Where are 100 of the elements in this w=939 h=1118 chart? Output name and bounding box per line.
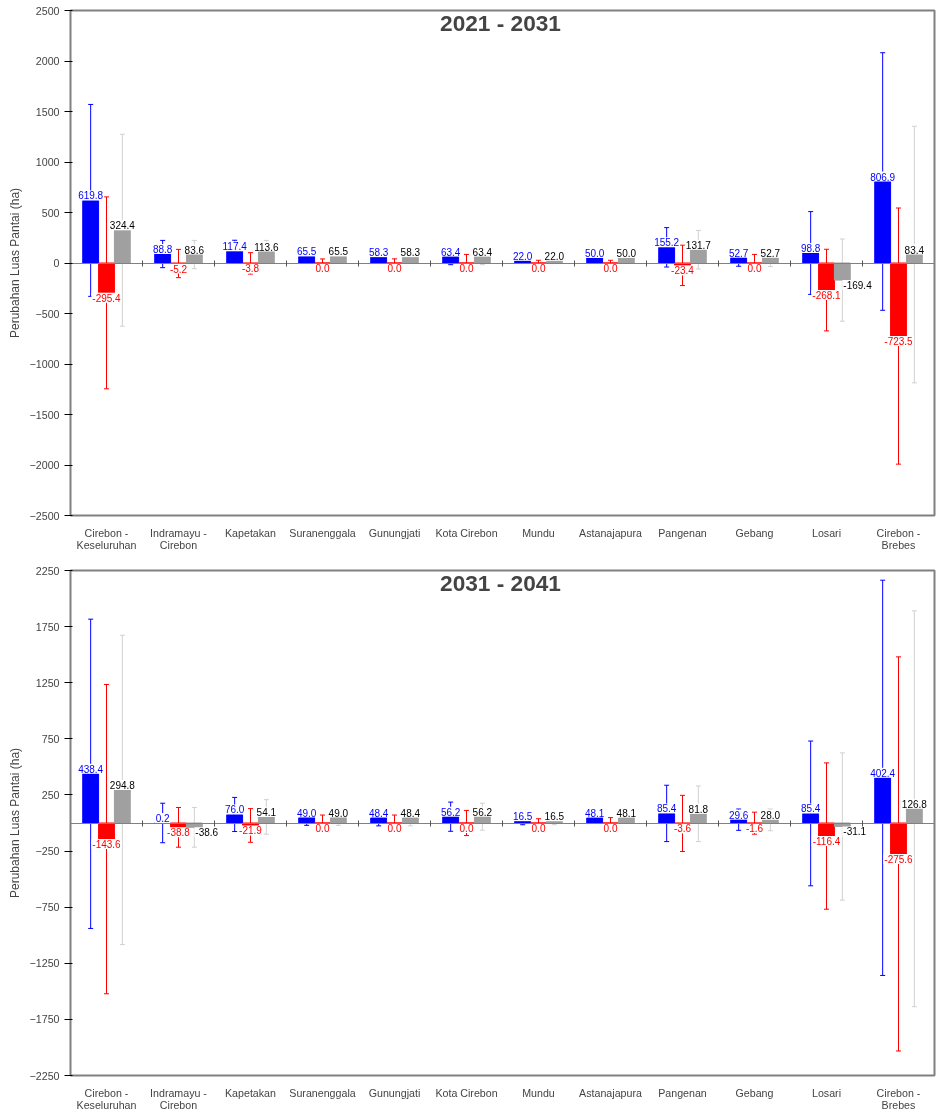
data-label: 0.0 (315, 823, 330, 834)
data-label: 58.3 (368, 247, 389, 259)
y-tick-label: −2000 (29, 459, 60, 471)
x-tick-label: Kota Cirebon (435, 1086, 498, 1099)
y-tick-label: −1250 (29, 957, 60, 970)
data-label: 0.0 (315, 263, 330, 274)
data-label: 0.0 (603, 823, 618, 834)
data-label: 48.1 (616, 807, 637, 819)
data-label: 56.2 (440, 806, 461, 818)
data-label: 324.4 (109, 220, 136, 232)
data-label: 16.5 (512, 811, 533, 823)
data-label: 98.8 (800, 243, 821, 255)
x-tick-label: Pangenan (658, 526, 707, 539)
data-label: -38.6 (195, 827, 219, 839)
chart-title: 2021 - 2031 (440, 9, 561, 36)
y-tick-label: 2000 (35, 55, 60, 67)
y-tick-label: 750 (41, 732, 60, 745)
x-tick-label: Losari (811, 526, 842, 539)
data-label: 52.7 (728, 247, 749, 259)
data-label: 0.0 (747, 263, 762, 274)
x-tick-label: Gebang (735, 526, 774, 539)
data-label: -3.8 (241, 263, 260, 275)
y-tick-label: −500 (35, 307, 60, 320)
y-tick-label: 1750 (35, 620, 60, 633)
data-label: 48.4 (400, 807, 421, 819)
data-label: 81.8 (688, 803, 709, 815)
data-label: 76.0 (224, 804, 245, 816)
data-label: 0.2 (155, 812, 171, 824)
y-tick-label: 250 (41, 788, 60, 801)
data-label: 29.6 (728, 809, 749, 821)
data-label: -116.4 (812, 836, 841, 848)
x-tick-label: Suranenggala (289, 1086, 356, 1099)
data-label: -275.6 (884, 853, 914, 865)
y-tick-label: 1250 (35, 676, 60, 689)
data-label: -23.4 (671, 265, 695, 277)
data-label: 438.4 (78, 763, 104, 775)
y-tick-label: −1000 (29, 358, 60, 370)
data-label: 294.8 (109, 779, 136, 791)
data-label: 0.0 (387, 263, 402, 274)
data-label: 83.4 (904, 244, 925, 256)
data-label: 0.0 (603, 263, 618, 274)
x-tick-label: Losari (811, 1086, 842, 1099)
y-axis-title: Perubahan Luas Pantai (ha) (7, 747, 22, 899)
x-tick-label: Mundu (522, 526, 555, 539)
data-label: -143.6 (92, 839, 122, 851)
data-label: 0.0 (531, 823, 546, 834)
x-tick-label: Cirebon - Brebes (876, 526, 921, 551)
data-label: 65.5 (328, 246, 349, 258)
x-tick-label: Kapetakan (225, 1086, 277, 1099)
x-tick-label: Gunungjati (368, 526, 421, 539)
data-label: 88.8 (152, 244, 173, 256)
data-label: 85.4 (656, 803, 677, 815)
x-tick-label: Astanajapura (579, 1086, 642, 1099)
data-label: 131.7 (685, 239, 712, 251)
y-tick-label: −750 (35, 901, 60, 914)
data-label: -31.1 (843, 826, 867, 838)
data-label: 126.8 (901, 798, 928, 810)
data-label: 54.1 (256, 806, 277, 818)
data-label: 63.4 (440, 246, 461, 258)
data-label: 0.0 (459, 263, 474, 274)
data-label: -268.1 (812, 290, 842, 302)
y-tick-label: −250 (35, 845, 60, 858)
data-label: 155.2 (654, 237, 680, 249)
x-tick-label: Cirebon - Keseluruhan (76, 1086, 137, 1111)
data-label: -38.8 (167, 827, 191, 839)
y-tick-label: −1750 (29, 1013, 60, 1026)
data-label: 0.0 (387, 823, 402, 834)
data-label: 58.3 (400, 247, 421, 259)
y-tick-label: 0 (53, 257, 60, 269)
data-label: 50.0 (616, 247, 637, 259)
data-label: 0.0 (459, 823, 474, 834)
data-label: 117.4 (222, 241, 248, 253)
x-tick-label: Gebang (735, 1086, 774, 1099)
data-label: 85.4 (800, 803, 821, 815)
data-label: -295.4 (92, 292, 122, 304)
x-tick-label: Kapetakan (225, 526, 277, 539)
data-label: 56.2 (472, 806, 493, 818)
y-tick-label: −1500 (29, 408, 60, 421)
data-label: 65.5 (296, 246, 317, 258)
x-tick-label: Mundu (522, 1086, 555, 1099)
x-tick-label: Pangenan (658, 1086, 707, 1099)
data-label: -3.6 (673, 823, 692, 835)
data-label: 16.5 (544, 811, 565, 823)
y-tick-label: −2250 (29, 1069, 60, 1082)
data-label: 63.4 (472, 246, 493, 258)
data-label: 50.0 (584, 247, 605, 259)
data-label: 806.9 (870, 171, 896, 183)
data-label: 28.0 (760, 809, 781, 821)
data-label: 0.0 (531, 263, 546, 274)
data-label: -723.5 (884, 336, 914, 348)
data-label: -5.2 (169, 263, 188, 275)
data-label: 48.1 (584, 807, 605, 819)
data-label: -1.6 (745, 823, 764, 835)
y-tick-label: 1000 (35, 156, 60, 168)
y-axis-title: Perubahan Luas Pantai (ha) (7, 187, 22, 339)
x-tick-label: Indramayu - Cirebon (150, 526, 208, 551)
x-tick-label: Astanajapura (579, 526, 642, 539)
data-label: 48.4 (368, 807, 389, 819)
chart-title: 2031 - 2041 (440, 569, 561, 596)
data-label: 52.7 (760, 247, 781, 259)
